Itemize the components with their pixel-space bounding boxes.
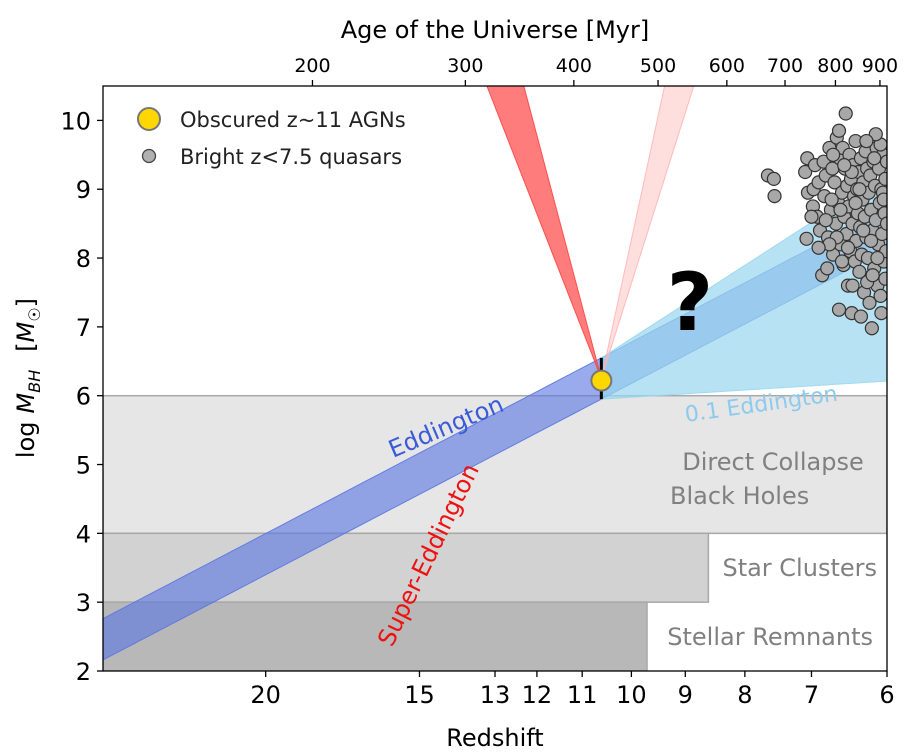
quasar-point (868, 127, 883, 142)
super-eddington-extrapolation (600, 86, 695, 379)
quasar-point (825, 147, 841, 162)
quasar-point (879, 216, 887, 231)
quasar-point (831, 123, 847, 138)
x-tick-label: 20 (250, 681, 281, 709)
y-axis-title-unit-m: M (12, 321, 40, 342)
y-axis-title-log: log (12, 421, 40, 458)
quasar-points (760, 106, 887, 336)
region-label-dcbh-1: Direct Collapse (682, 448, 863, 476)
quasar-point (865, 268, 880, 283)
region-label-dcbh-2: Black Holes (670, 482, 809, 510)
y-tick-label: 4 (76, 520, 91, 548)
x-axis-ticks: 20 15 13 12 11 10 9 8 7 6 (250, 671, 895, 709)
top-axis-title: Age of the Universe [Myr] (341, 16, 650, 44)
quasar-point (853, 309, 869, 324)
y-tick-label: 9 (76, 176, 91, 204)
y-tick-label: 3 (76, 589, 91, 617)
y-tick-label: 5 (76, 452, 91, 480)
y-axis-title-bracket-close: ] (12, 298, 40, 307)
agn-marker (590, 357, 613, 400)
y-tick-label: 10 (60, 107, 91, 135)
quasar-point (879, 154, 887, 169)
quasar-point (852, 182, 867, 197)
quasar-point (818, 213, 833, 228)
quasar-point (798, 164, 813, 180)
quasar-point (833, 202, 848, 217)
quasar-point (811, 240, 826, 255)
x-axis-title: Redshift (446, 724, 543, 752)
agn-point (590, 369, 613, 392)
quasar-point (845, 278, 860, 293)
x-tick-label: 7 (804, 681, 819, 709)
top-tick-label: 500 (640, 55, 676, 77)
quasar-point (856, 223, 871, 238)
y-tick-label: 2 (76, 658, 91, 686)
y-tick-label: 8 (76, 245, 91, 273)
quasar-point (824, 192, 839, 207)
quasar-point (838, 106, 853, 121)
quasar-point (867, 151, 882, 166)
x-tick-label: 13 (480, 681, 511, 709)
quasar-point (766, 171, 781, 187)
legend: Obscured z~11 AGNs Bright z<7.5 quasars (137, 107, 406, 169)
top-tick-label: 300 (447, 55, 483, 77)
x-tick-label: 11 (567, 681, 598, 709)
quasar-point (874, 306, 887, 321)
quasar-point (863, 233, 879, 248)
region-label-star-clusters: Star Clusters (722, 554, 877, 582)
quasar-point (837, 158, 852, 173)
question-mark: ? (667, 256, 713, 349)
y-tick-label: 7 (76, 314, 91, 342)
legend-label-agn: Obscured z~11 AGNs (180, 108, 406, 132)
x-tick-label: 6 (879, 681, 894, 709)
legend-marker-quasar (141, 148, 157, 164)
x-tick-label: 8 (737, 681, 752, 709)
quasar-point (799, 231, 814, 246)
quasar-point (840, 240, 856, 255)
y-axis-ticks: 2 3 4 5 6 7 8 9 10 (60, 107, 103, 686)
quasar-point (878, 171, 887, 187)
top-tick-label: 600 (709, 55, 745, 77)
quasar-point (862, 295, 877, 310)
top-tick-label: 900 (862, 55, 898, 77)
top-tick-label: 700 (767, 55, 803, 77)
legend-label-quasar: Bright z<7.5 quasars (180, 145, 402, 169)
quasar-point (878, 271, 887, 286)
y-axis-title: logMBH[M☉] (12, 298, 44, 458)
quasar-point (820, 261, 835, 276)
quasar-point (870, 250, 885, 266)
top-tick-label: 400 (556, 55, 592, 77)
y-axis-title-bracket-open: [ (12, 342, 40, 351)
x-tick-label: 10 (616, 681, 647, 709)
top-axis-ticks: 200 300 400 500 600 700 800 900 (294, 55, 898, 86)
quasar-point (848, 195, 863, 211)
y-axis-title-unit-sun: ☉ (25, 307, 44, 321)
quasar-point (767, 189, 782, 204)
quasar-point (864, 321, 879, 336)
top-tick-label: 200 (294, 55, 330, 77)
y-axis-title-m: M (12, 392, 40, 413)
top-tick-label: 800 (817, 55, 853, 77)
x-tick-label: 9 (678, 681, 693, 709)
x-tick-label: 12 (522, 681, 553, 709)
quasar-point (873, 288, 887, 304)
y-axis-title-sub: BH (25, 370, 44, 393)
quasar-point (804, 209, 819, 224)
quasar-point (834, 254, 850, 269)
quasar-point (852, 264, 867, 279)
y-tick-label: 6 (76, 383, 91, 411)
quasar-point (859, 133, 874, 149)
region-0 (103, 601, 648, 671)
legend-marker-agn (137, 107, 161, 131)
x-tick-label: 15 (404, 681, 435, 709)
region-label-stellar-remnants: Stellar Remnants (667, 623, 873, 651)
quasar-point (831, 302, 847, 317)
quasar-point (876, 192, 887, 207)
